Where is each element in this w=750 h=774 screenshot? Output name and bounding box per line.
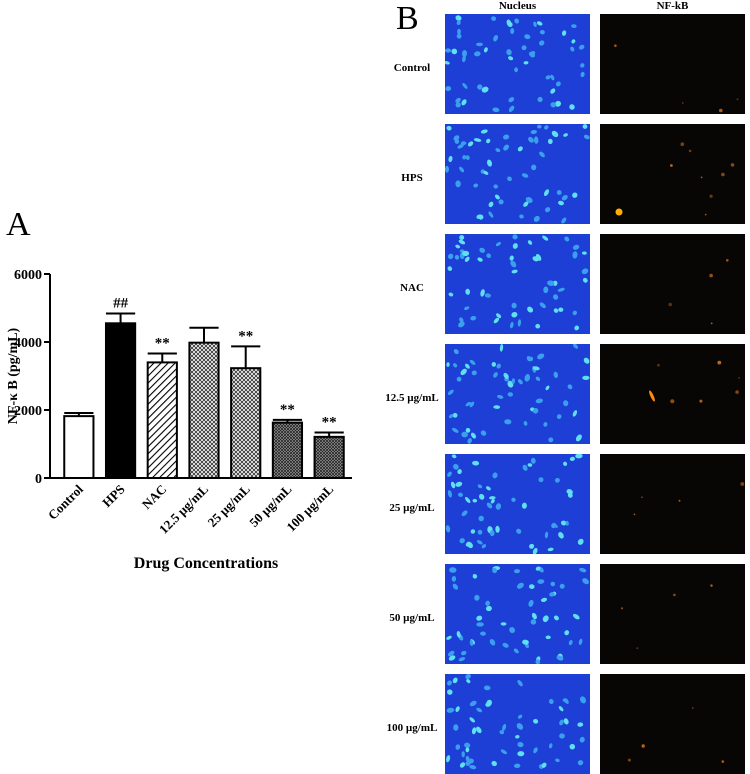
bar-2 <box>146 361 178 479</box>
panel-a-letter: A <box>6 206 31 243</box>
column-header: Nucleus <box>498 0 537 12</box>
x-axis-label: Drug Concentrations <box>134 555 278 572</box>
bar-0 <box>63 415 95 479</box>
nfkb-micrograph <box>600 14 745 114</box>
x-tick-label: Control <box>45 481 86 522</box>
significance-mark: ** <box>322 414 337 430</box>
bar-chart: 0 2000 4000 6000 NF-κ B (pg/mL) Drug Concentr… <box>6 268 352 572</box>
significance-mark: ** <box>155 336 170 352</box>
nfkb-micrograph <box>600 454 745 554</box>
row-label: Control <box>393 62 431 74</box>
y-tick-label: 0 <box>35 472 42 487</box>
significance-mark: ## <box>113 295 129 311</box>
significance-mark: ** <box>238 328 253 344</box>
nucleus-micrograph <box>445 454 590 554</box>
bar-6 <box>313 435 345 479</box>
nfkb-micrograph <box>600 234 745 334</box>
row-label: 12.5 µg/mL <box>385 392 439 404</box>
row-label: 100 µg/mL <box>386 722 438 734</box>
row-label: 50 µg/mL <box>389 612 435 624</box>
bar-1 <box>104 322 137 479</box>
nfkb-micrograph <box>600 564 745 664</box>
row-label: NAC <box>400 282 424 294</box>
y-tick-label: 6000 <box>14 268 42 283</box>
x-tick-label: NAC <box>139 482 170 513</box>
nucleus-micrograph <box>445 564 590 664</box>
bar-5 <box>271 421 304 479</box>
column-header: NF-kB <box>656 0 689 12</box>
nucleus-micrograph <box>445 234 590 334</box>
bar-4 <box>230 367 262 479</box>
y-tick-label: 4000 <box>14 336 42 351</box>
x-tick-label: 25 µg/mL <box>204 481 253 530</box>
panel-b-letter: B <box>396 0 419 37</box>
nfkb-micrograph <box>600 674 745 774</box>
x-tick-label: HPS <box>99 482 127 510</box>
nucleus-micrograph <box>445 14 590 114</box>
nfkb-micrograph <box>600 344 745 444</box>
nfkb-micrograph <box>600 124 745 224</box>
significance-mark: ** <box>280 402 295 418</box>
row-label: HPS <box>401 172 423 184</box>
bar-3 <box>188 341 220 479</box>
nucleus-micrograph <box>445 674 590 774</box>
nucleus-micrograph <box>445 344 590 444</box>
y-tick-label: 2000 <box>14 404 42 419</box>
row-label: 25 µg/mL <box>389 502 435 514</box>
y-axis-label: NF-κ B (pg/mL) <box>6 327 21 424</box>
nucleus-micrograph <box>445 124 590 224</box>
